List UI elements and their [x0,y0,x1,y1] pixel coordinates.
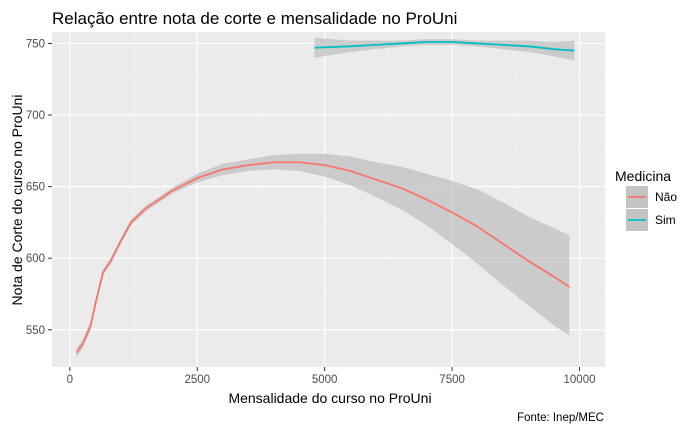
ribbon-series-0 [76,153,570,357]
plot-panel [52,32,605,367]
y-axis: 550 600 650 700 750 [26,38,52,337]
x-axis-title: Mensalidade do curso no ProUni [228,390,431,406]
line-series-1 [314,41,575,52]
x-tick-label: 2500 [184,374,210,386]
legend-label: Não [655,190,677,204]
y-axis-title: Nota de Corte do curso no ProUni [9,95,25,306]
y-tick-label: 650 [26,182,45,194]
grid-minor [52,32,605,367]
y-tick-label: 600 [26,253,45,265]
y-tick-label: 550 [26,325,45,337]
y-tick-label: 750 [26,38,45,50]
line-series-0 [75,161,570,354]
x-tick-label: 0 [67,374,73,386]
legend-label: Sim [655,213,676,227]
legend: Medicina Não Sim [615,168,677,231]
y-tick-label: 700 [26,110,45,122]
ribbon-series-1 [314,37,575,61]
x-tick-label: 10000 [564,374,596,386]
x-tick-label: 5000 [312,374,338,386]
chart-caption: Fonte: Inep/MEC [517,412,604,424]
series-lines [75,41,575,354]
x-tick-label: 7500 [439,374,465,386]
legend-title: Medicina [615,168,671,184]
chart-title: Relação entre nota de corte e mensalidad… [52,9,457,28]
x-axis: 0 2500 5000 7500 10000 [67,367,596,386]
confidence-ribbons [76,37,575,357]
